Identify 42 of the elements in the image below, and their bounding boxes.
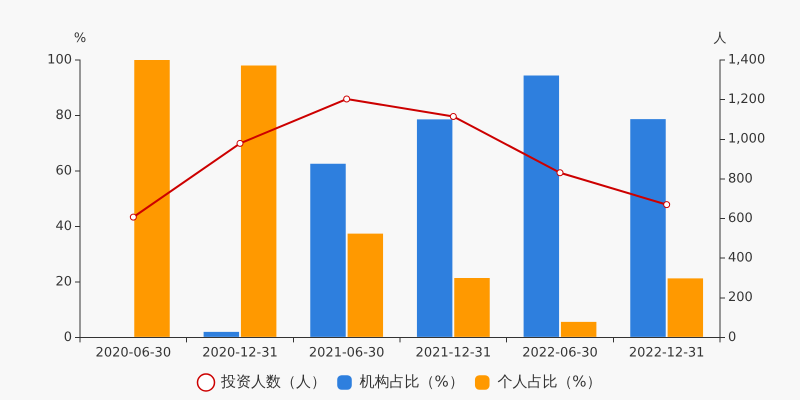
y2-tick-label: 1,400 [728,52,766,68]
bar [524,76,560,337]
y2-tick-label: 400 [728,250,753,266]
bar [134,60,170,337]
x-tick-label: 2021-06-30 [308,346,384,361]
y2-tick-label: 800 [728,171,753,186]
point [236,140,244,147]
bar [454,278,490,337]
point [663,201,670,208]
y2-tick-label: 0 [728,330,736,345]
x-tick-label: 2020-06-30 [96,346,172,361]
legend-label: 个人占比（%） [497,372,602,390]
y-tick-label: 60 [55,163,72,178]
point [556,169,564,176]
y-tick-label: 0 [64,330,72,345]
bar [310,164,346,337]
y2-tick-label: 600 [728,210,753,226]
y-tick-label: 80 [55,108,72,123]
point [130,214,137,221]
x-tick-label: 2021-12-31 [416,346,492,361]
point [343,96,350,103]
y-tick-label: 100 [47,52,72,68]
x-tick-label: 2022-12-31 [628,346,704,361]
x-tick-label: 2020-12-31 [202,346,278,361]
bar [560,322,596,337]
y2-tick-label: 1,000 [728,132,766,147]
bar [240,66,276,337]
x-tick-label: 2022-06-30 [522,346,598,361]
y2-tick-label: 1,200 [728,92,766,108]
bar [630,119,666,337]
y2-tick-label: 200 [728,290,753,306]
y-tick-label: 40 [55,218,72,234]
y2-axis-title: 人 [714,31,726,46]
point [450,112,457,120]
bar [204,332,240,337]
y-tick-label: 20 [55,274,72,290]
bar [348,234,384,337]
bar [668,278,704,337]
legend-label: 机构占比（%） [359,372,464,390]
y-axis-title: % [74,31,86,46]
bar [416,119,452,337]
legend-label: 投资人数（人） [220,372,326,390]
